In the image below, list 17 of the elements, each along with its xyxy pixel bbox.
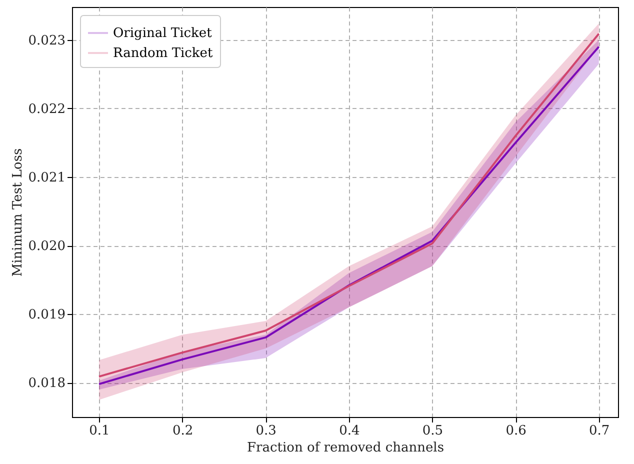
x-tick-label: 0.4 [339,424,360,438]
x-axis-title: Fraction of removed channels [247,440,444,456]
y-tick-label: 0.019 [28,308,66,323]
x-tick-label: 0.1 [89,424,110,438]
x-tick-label: 0.7 [588,424,610,438]
legend-label: Random Ticket [113,46,214,61]
x-tick-label: 0.5 [422,424,444,438]
y-tick-label: 0.023 [28,33,66,48]
y-axis-title: Minimum Test Loss [10,148,26,277]
y-tick-label: 0.021 [28,170,66,186]
x-tick-label: 0.2 [172,424,194,438]
y-tick-label: 0.018 [28,376,66,392]
x-tick-label: 0.6 [506,424,526,438]
x-tick-label: 0.3 [256,424,276,438]
y-tick-label: 0.020 [28,239,66,254]
legend-label: Original Ticket [113,26,213,41]
y-tick-label: 0.022 [28,102,66,117]
